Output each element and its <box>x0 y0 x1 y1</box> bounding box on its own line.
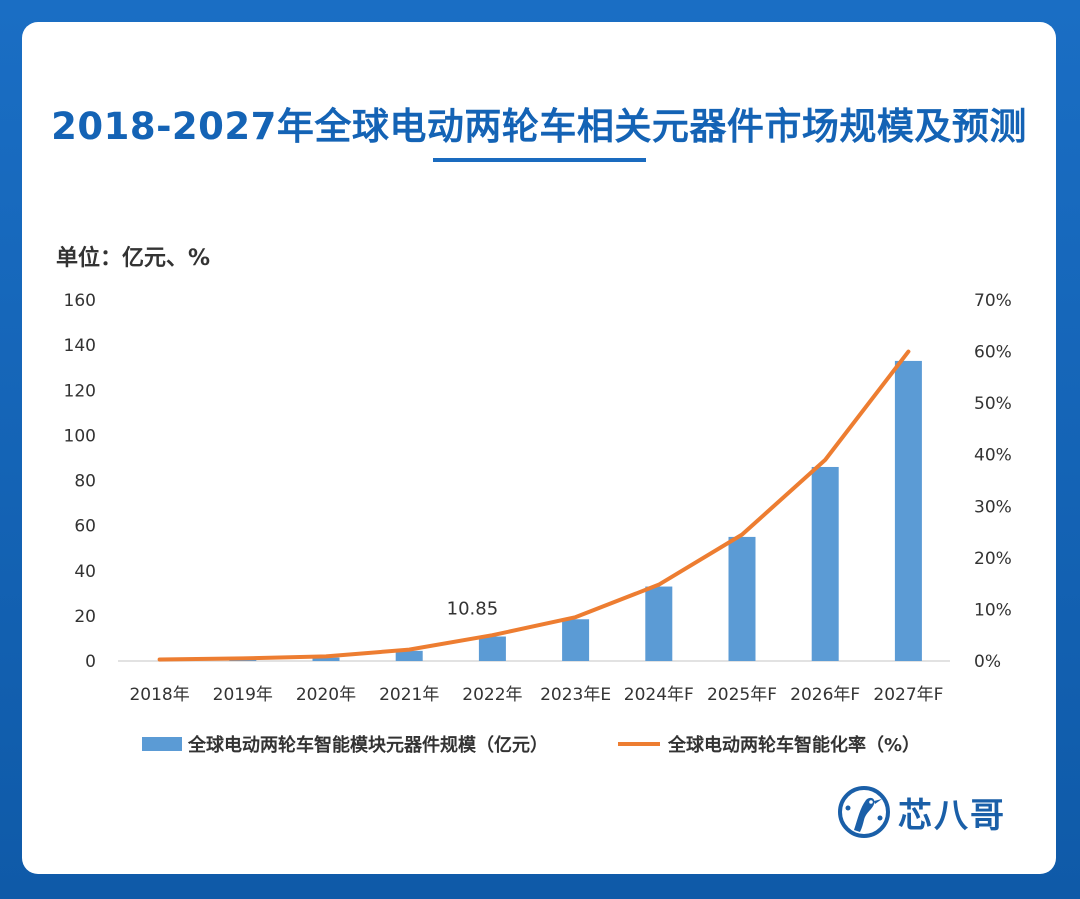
brand-logo-text: 芯八哥 <box>898 795 1006 836</box>
bar <box>312 657 340 661</box>
y-left-tick-label: 80 <box>74 472 96 492</box>
x-tick-label: 2025年F <box>707 685 777 705</box>
legend-label-line: 全球电动两轮车智能化率（%） <box>667 734 920 756</box>
bar <box>562 619 590 661</box>
bird-logo-icon <box>838 786 890 838</box>
y-left-tick-label: 60 <box>74 517 96 537</box>
bar <box>395 650 423 661</box>
bar-data-label: 10.85 <box>447 599 499 620</box>
x-tick-label: 2021年 <box>379 685 439 705</box>
chart-card: 2018-2027年全球电动两轮车相关元器件市场规模及预测 <box>22 22 1056 874</box>
y-left-tick-label: 20 <box>74 607 96 627</box>
y-right-tick-label: 40% <box>974 446 1012 466</box>
y-right-tick-label: 60% <box>974 343 1012 363</box>
bar <box>811 466 839 661</box>
x-tick-label: 2027年F <box>873 685 943 705</box>
y-right-tick-label: 30% <box>974 497 1012 517</box>
y-right-tick-label: 50% <box>974 394 1012 414</box>
y-left-tick-label: 100 <box>64 426 96 446</box>
y-right-tick-label: 20% <box>974 549 1012 569</box>
y-right-tick-label: 70% <box>974 291 1012 311</box>
x-tick-label: 2026年F <box>790 685 860 705</box>
x-tick-label: 2020年 <box>296 685 356 705</box>
y-left-tick-label: 120 <box>64 381 96 401</box>
title-underline <box>433 158 646 162</box>
y-left-tick-label: 0 <box>85 652 96 672</box>
y-left-tick-label: 160 <box>64 291 96 311</box>
x-tick-label: 2018年 <box>129 685 189 705</box>
y-left-tick-label: 40 <box>74 562 96 582</box>
unit-label: 单位：亿元、% <box>56 246 211 271</box>
series-line <box>157 349 911 662</box>
bar <box>645 586 673 661</box>
legend-label-bar: 全球电动两轮车智能模块元器件规模（亿元） <box>187 734 548 756</box>
y-right-tick-label: 10% <box>974 600 1012 620</box>
x-tick-label: 2023年E <box>540 685 611 705</box>
page-title: 2018-2027年全球电动两轮车相关元器件市场规模及预测 <box>51 105 1027 148</box>
x-tick-label: 2024年F <box>624 685 694 705</box>
bar <box>478 636 506 661</box>
x-tick-label: 2019年 <box>213 685 273 705</box>
brand-logo: 芯八哥 <box>836 782 1006 842</box>
legend-swatch-bar <box>142 737 182 751</box>
bar <box>728 536 756 661</box>
x-tick-label: 2022年 <box>462 685 522 705</box>
y-right-tick-label: 0% <box>974 652 1001 672</box>
y-left-tick-label: 140 <box>64 336 96 356</box>
bar <box>229 659 257 661</box>
bar <box>894 360 922 661</box>
